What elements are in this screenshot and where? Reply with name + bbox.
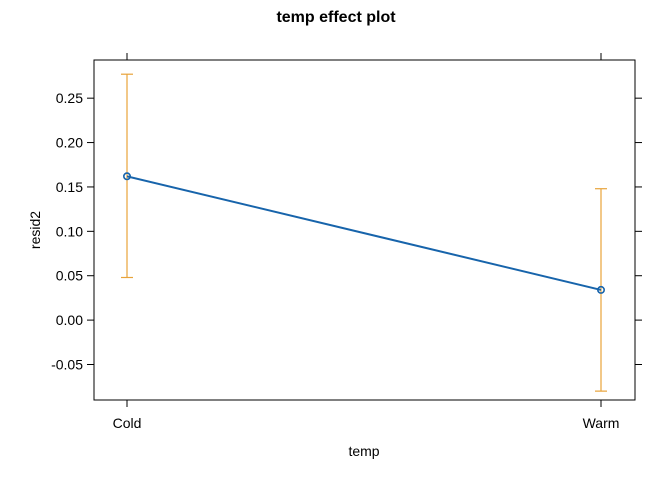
y-tick-label: 0.20 [56, 135, 83, 151]
y-tick-label: 0.00 [56, 312, 83, 328]
y-tick-label: -0.05 [51, 356, 83, 372]
y-tick-label: 0.05 [56, 268, 83, 284]
y-tick-label: 0.25 [56, 90, 83, 106]
y-tick-label: 0.15 [56, 179, 83, 195]
x-tick-label: Cold [113, 415, 142, 431]
y-tick-label: 0.10 [56, 223, 83, 239]
x-axis-label: temp [348, 443, 379, 459]
y-axis-label: resid2 [27, 211, 43, 249]
x-tick-label: Warm [583, 415, 620, 431]
chart-title: temp effect plot [276, 9, 396, 26]
data-point [596, 285, 605, 294]
data-point [123, 172, 132, 181]
plot-frame [93, 59, 636, 401]
series-group [123, 172, 605, 294]
axis-ticks: -0.05 0.00 0.05 0.10 0.15 0.20 0.25 Cold Warm [51, 53, 642, 431]
series-line [126, 175, 602, 291]
